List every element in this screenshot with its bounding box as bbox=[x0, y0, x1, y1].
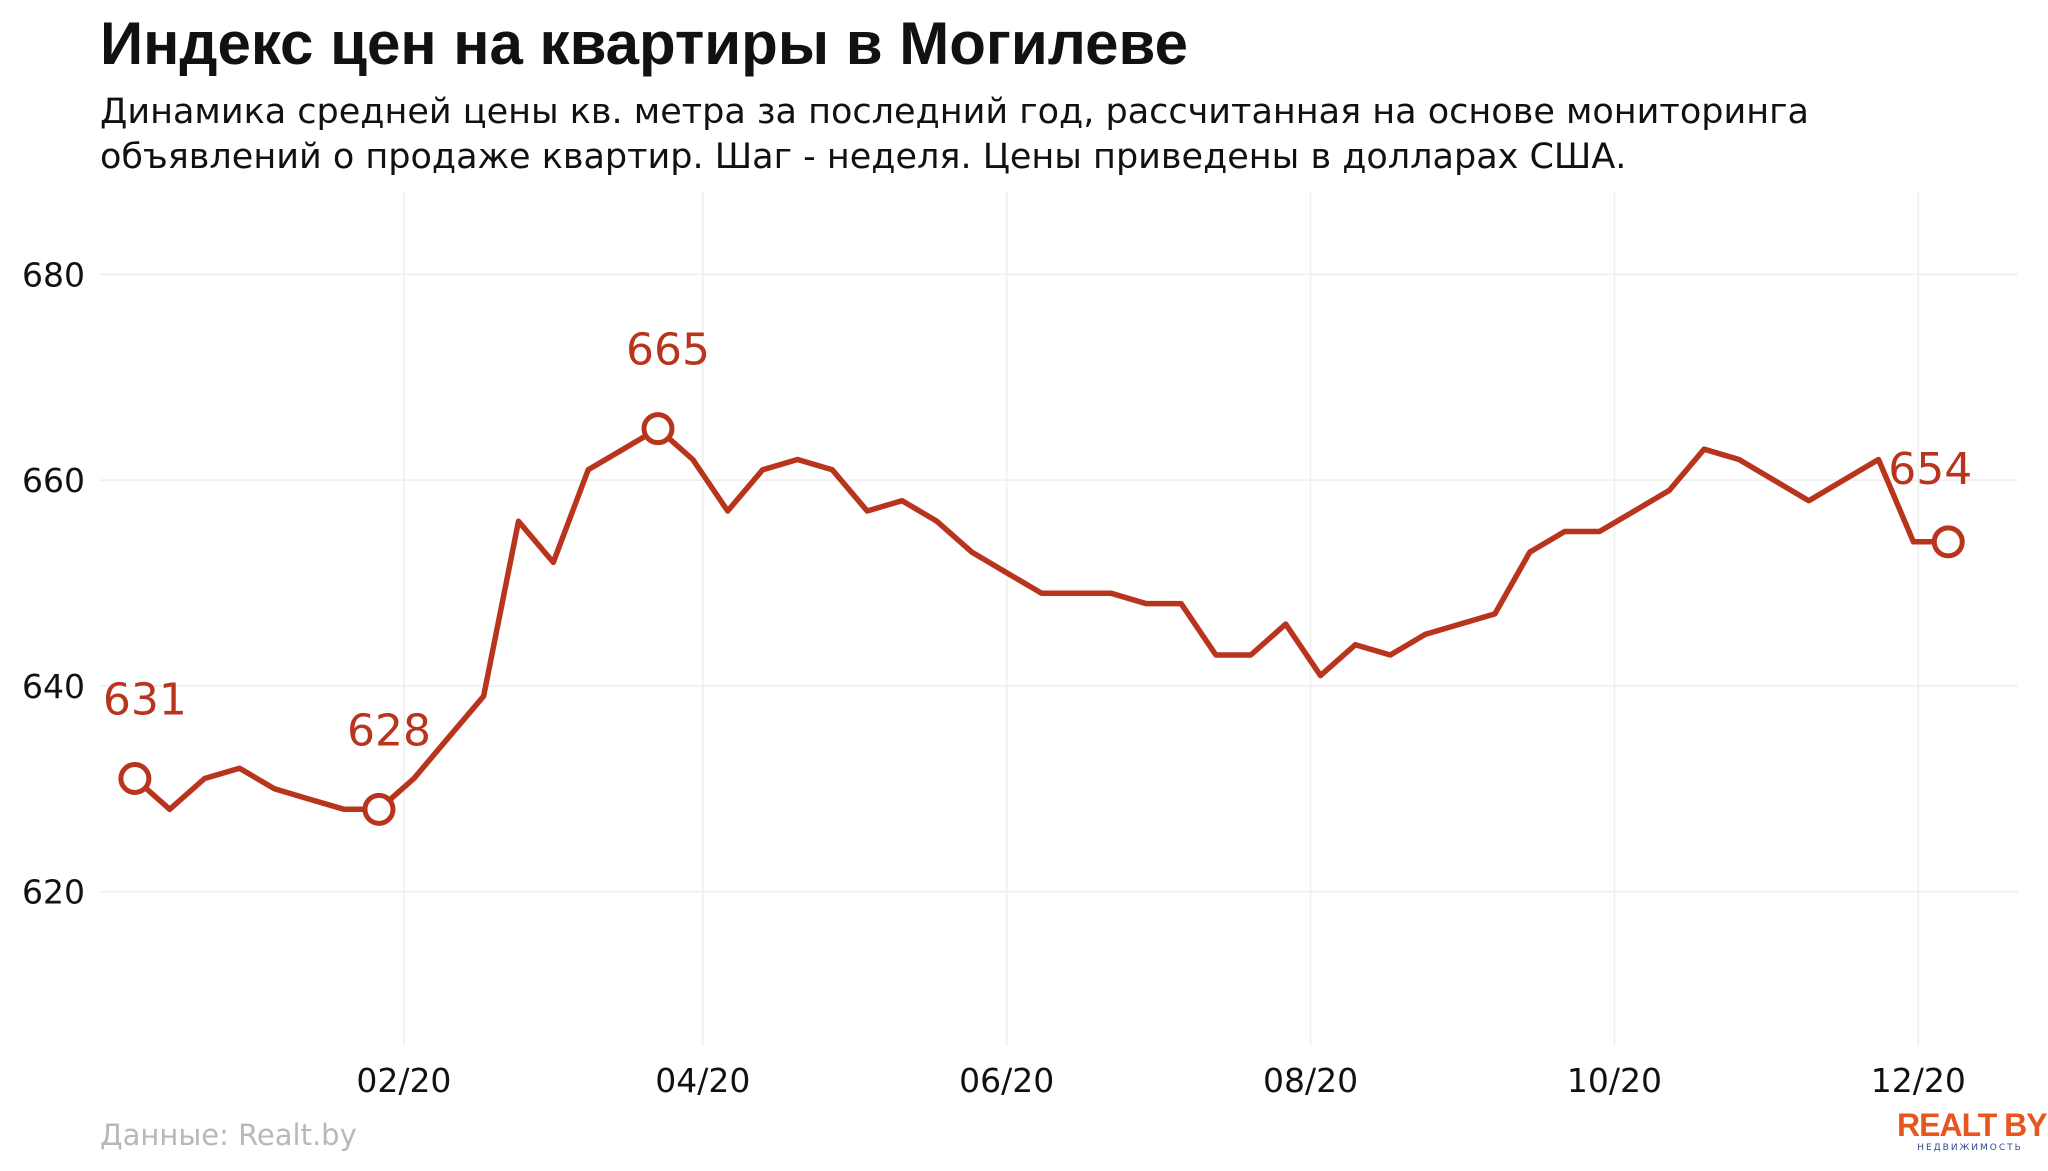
annotation-label: 654 bbox=[1888, 444, 1972, 495]
y-tick-label: 680 bbox=[22, 255, 85, 294]
annotation-marker bbox=[641, 412, 675, 446]
annotation-marker bbox=[118, 761, 152, 795]
annotation-label: 665 bbox=[626, 325, 710, 376]
x-tick-label: 02/20 bbox=[356, 1061, 451, 1100]
series-line bbox=[132, 425, 1952, 813]
x-tick-label: 10/20 bbox=[1567, 1061, 1662, 1100]
grid bbox=[100, 192, 2018, 1046]
axis-ticks: 620 640 660 680 02/20 04/20 06/20 08/20 10/20 12/… bbox=[22, 255, 1966, 1100]
x-tick-label: 04/20 bbox=[655, 1061, 750, 1100]
logo-text: REALT BY bbox=[1897, 1107, 2048, 1143]
chart-title: Индекс цен на квартиры в Могилеве bbox=[100, 10, 1188, 77]
annotation-marker bbox=[362, 792, 396, 826]
annotations: 631 628 665 654 bbox=[103, 325, 1972, 826]
subtitle-line-1: Динамика средней цены кв. метра за после… bbox=[100, 92, 1809, 132]
x-tick-label: 12/20 bbox=[1871, 1061, 1966, 1100]
annotation-marker bbox=[1931, 525, 1965, 559]
x-tick-label: 06/20 bbox=[959, 1061, 1054, 1100]
y-tick-label: 620 bbox=[22, 873, 85, 912]
realt-logo: REALT BY НЕДВИЖИМОСТЬ bbox=[1897, 1107, 2048, 1154]
series bbox=[132, 425, 1952, 813]
chart-subtitle: Динамика средней цены кв. метра за после… bbox=[100, 90, 1809, 180]
x-tick-label: 08/20 bbox=[1263, 1061, 1358, 1100]
source-note: Данные: Realt.by bbox=[100, 1118, 357, 1152]
logo-subtext: НЕДВИЖИМОСТЬ bbox=[1917, 1143, 2023, 1153]
subtitle-line-2: объявлений о продаже квартир. Шаг - неде… bbox=[100, 137, 1627, 177]
y-tick-label: 660 bbox=[22, 461, 85, 500]
annotation-label: 628 bbox=[347, 705, 431, 756]
y-tick-label: 640 bbox=[22, 667, 85, 706]
annotation-label: 631 bbox=[103, 674, 187, 725]
